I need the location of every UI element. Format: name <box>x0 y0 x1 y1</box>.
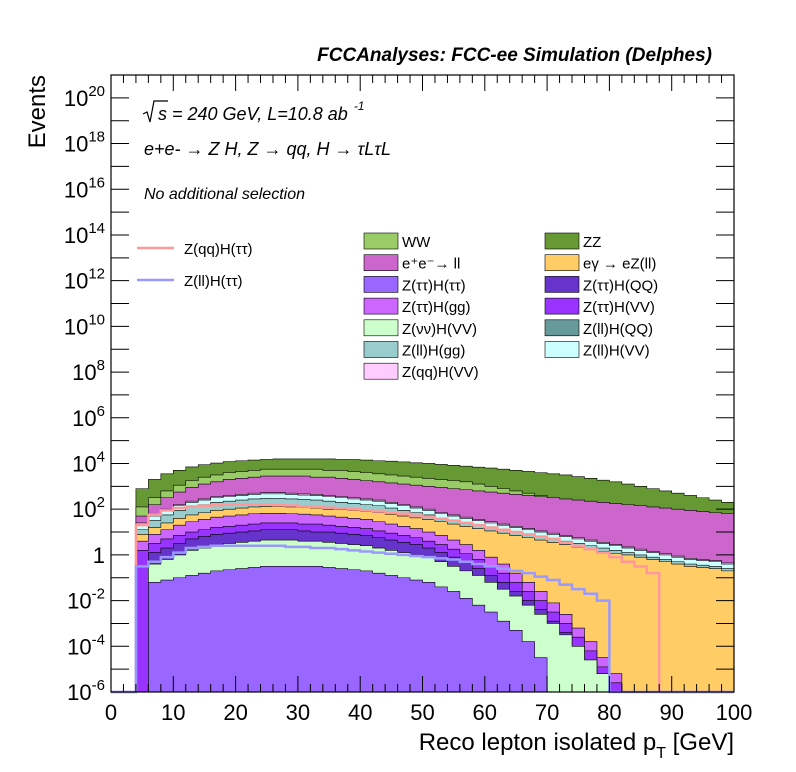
x-axis-label-main: Reco lepton isolated p <box>419 729 657 756</box>
y-tick-label: 104 <box>72 448 105 476</box>
y-tick-label: 108 <box>72 357 105 385</box>
x-tick-label: 50 <box>410 700 434 725</box>
legend-fill-swatch <box>363 319 399 337</box>
x-axis-label-sub: T <box>656 745 666 762</box>
y-axis: 10-6 10-4 10-2 1 102 104 106 108 1010 1012 1014 101… <box>64 74 734 705</box>
y-tick-label: 10-2 <box>67 586 105 614</box>
histogram-stack <box>111 458 735 693</box>
y-axis-label: Events <box>24 75 51 148</box>
legend-fill-label: Z(νν)H(VV) <box>402 321 477 338</box>
legend-fill-label: Z(ll)H(VV) <box>583 343 650 360</box>
x-tick-label: 0 <box>105 700 117 725</box>
y-tick-label: 102 <box>72 494 105 522</box>
legend: Z(qq)H(ττ) Z(ll)H(ττ) WW ZZ e⁺e⁻→ ll eγ → eZ(… <box>137 232 658 381</box>
chart-title: FCCAnalyses: FCC-ee Simulation (Delphes) <box>317 45 712 66</box>
legend-fill-label: Z(ll)H(QQ) <box>583 321 653 338</box>
y-tick-label: 1018 <box>64 129 105 157</box>
legend-fill-label: Z(ττ)H(VV) <box>583 299 655 316</box>
legend-fill-swatch <box>544 254 580 271</box>
y-tick-label: 1 <box>93 543 105 568</box>
y-tick-label: 1012 <box>64 266 105 294</box>
x-tick-label: 60 <box>473 700 497 725</box>
y-tick-label: 10-6 <box>67 677 105 705</box>
legend-fill-swatch <box>544 232 580 250</box>
legend-fill-label: eγ → eZ(ll) <box>583 256 656 273</box>
energy-text: s = 240 GeV, L=10.8 ab <box>158 104 348 124</box>
legend-line-label: Z(ll)H(ττ) <box>184 273 243 290</box>
legend-fill-swatch <box>363 232 399 250</box>
legend-fill-swatch <box>363 297 399 315</box>
x-tick-label: 70 <box>535 700 559 725</box>
signal-line-1 <box>111 503 734 694</box>
process-annotation: e+e- → Z H, Z → qq, H → τLτL <box>144 139 391 159</box>
svg-text:s = 240 GeV, L=10.8 ab-1: s = 240 GeV, L=10.8 ab -1 <box>158 99 364 124</box>
energy-annotation: s = 240 GeV, L=10.8 ab -1 <box>142 99 364 124</box>
legend-fill-swatch <box>363 362 399 380</box>
x-tick-label: 80 <box>597 700 621 725</box>
legend-fill-label: Z(ττ)H(QQ) <box>583 277 658 294</box>
y-tick-label: 1014 <box>64 220 105 248</box>
legend-fill-swatch <box>544 319 580 337</box>
x-tick-label: 20 <box>223 700 247 725</box>
y-tick-label: 1020 <box>64 83 105 111</box>
energy-exp: -1 <box>354 99 365 113</box>
legend-fill-swatch <box>544 276 580 293</box>
x-tick-label: 100 <box>716 700 753 725</box>
legend-fill-swatch <box>363 276 399 293</box>
x-axis-label: Reco lepton isolated pT [GeV] <box>419 729 734 762</box>
sqrt-symbol <box>142 100 168 123</box>
legend-fill-label: WW <box>402 234 431 251</box>
legend-fill-swatch <box>363 254 399 271</box>
x-axis-label-unit: [GeV] <box>673 729 734 756</box>
y-tick-label: 10-4 <box>67 631 105 659</box>
x-tick-label: 30 <box>286 700 310 725</box>
selection-annotation: No additional selection <box>144 186 305 203</box>
x-tick-label: 10 <box>161 700 185 725</box>
legend-fill-label: Z(ττ)H(gg) <box>402 299 471 316</box>
y-tick-label: 1010 <box>64 311 105 339</box>
legend-fill-label: ZZ <box>583 234 601 251</box>
legend-fill-swatch <box>544 341 580 358</box>
x-tick-label: 90 <box>659 700 683 725</box>
legend-fill-label: Z(qq)H(VV) <box>402 364 479 381</box>
y-tick-label: 106 <box>72 403 105 431</box>
legend-fill-swatch <box>544 297 580 315</box>
y-tick-label: 1016 <box>64 174 105 202</box>
signal-lines <box>111 503 734 694</box>
signal-line-2 <box>111 544 734 694</box>
legend-fill-label: e⁺e⁻→ ll <box>402 256 460 273</box>
x-tick-label: 40 <box>348 700 372 725</box>
legend-fill-label: Z(ττ)H(ττ) <box>402 277 466 294</box>
legend-fill-swatch <box>363 341 399 358</box>
legend-fill-label: Z(ll)H(gg) <box>402 343 465 360</box>
legend-line-label: Z(qq)H(ττ) <box>184 241 253 258</box>
x-axis: 0 10 20 30 40 50 60 70 80 90 100 <box>105 75 752 725</box>
